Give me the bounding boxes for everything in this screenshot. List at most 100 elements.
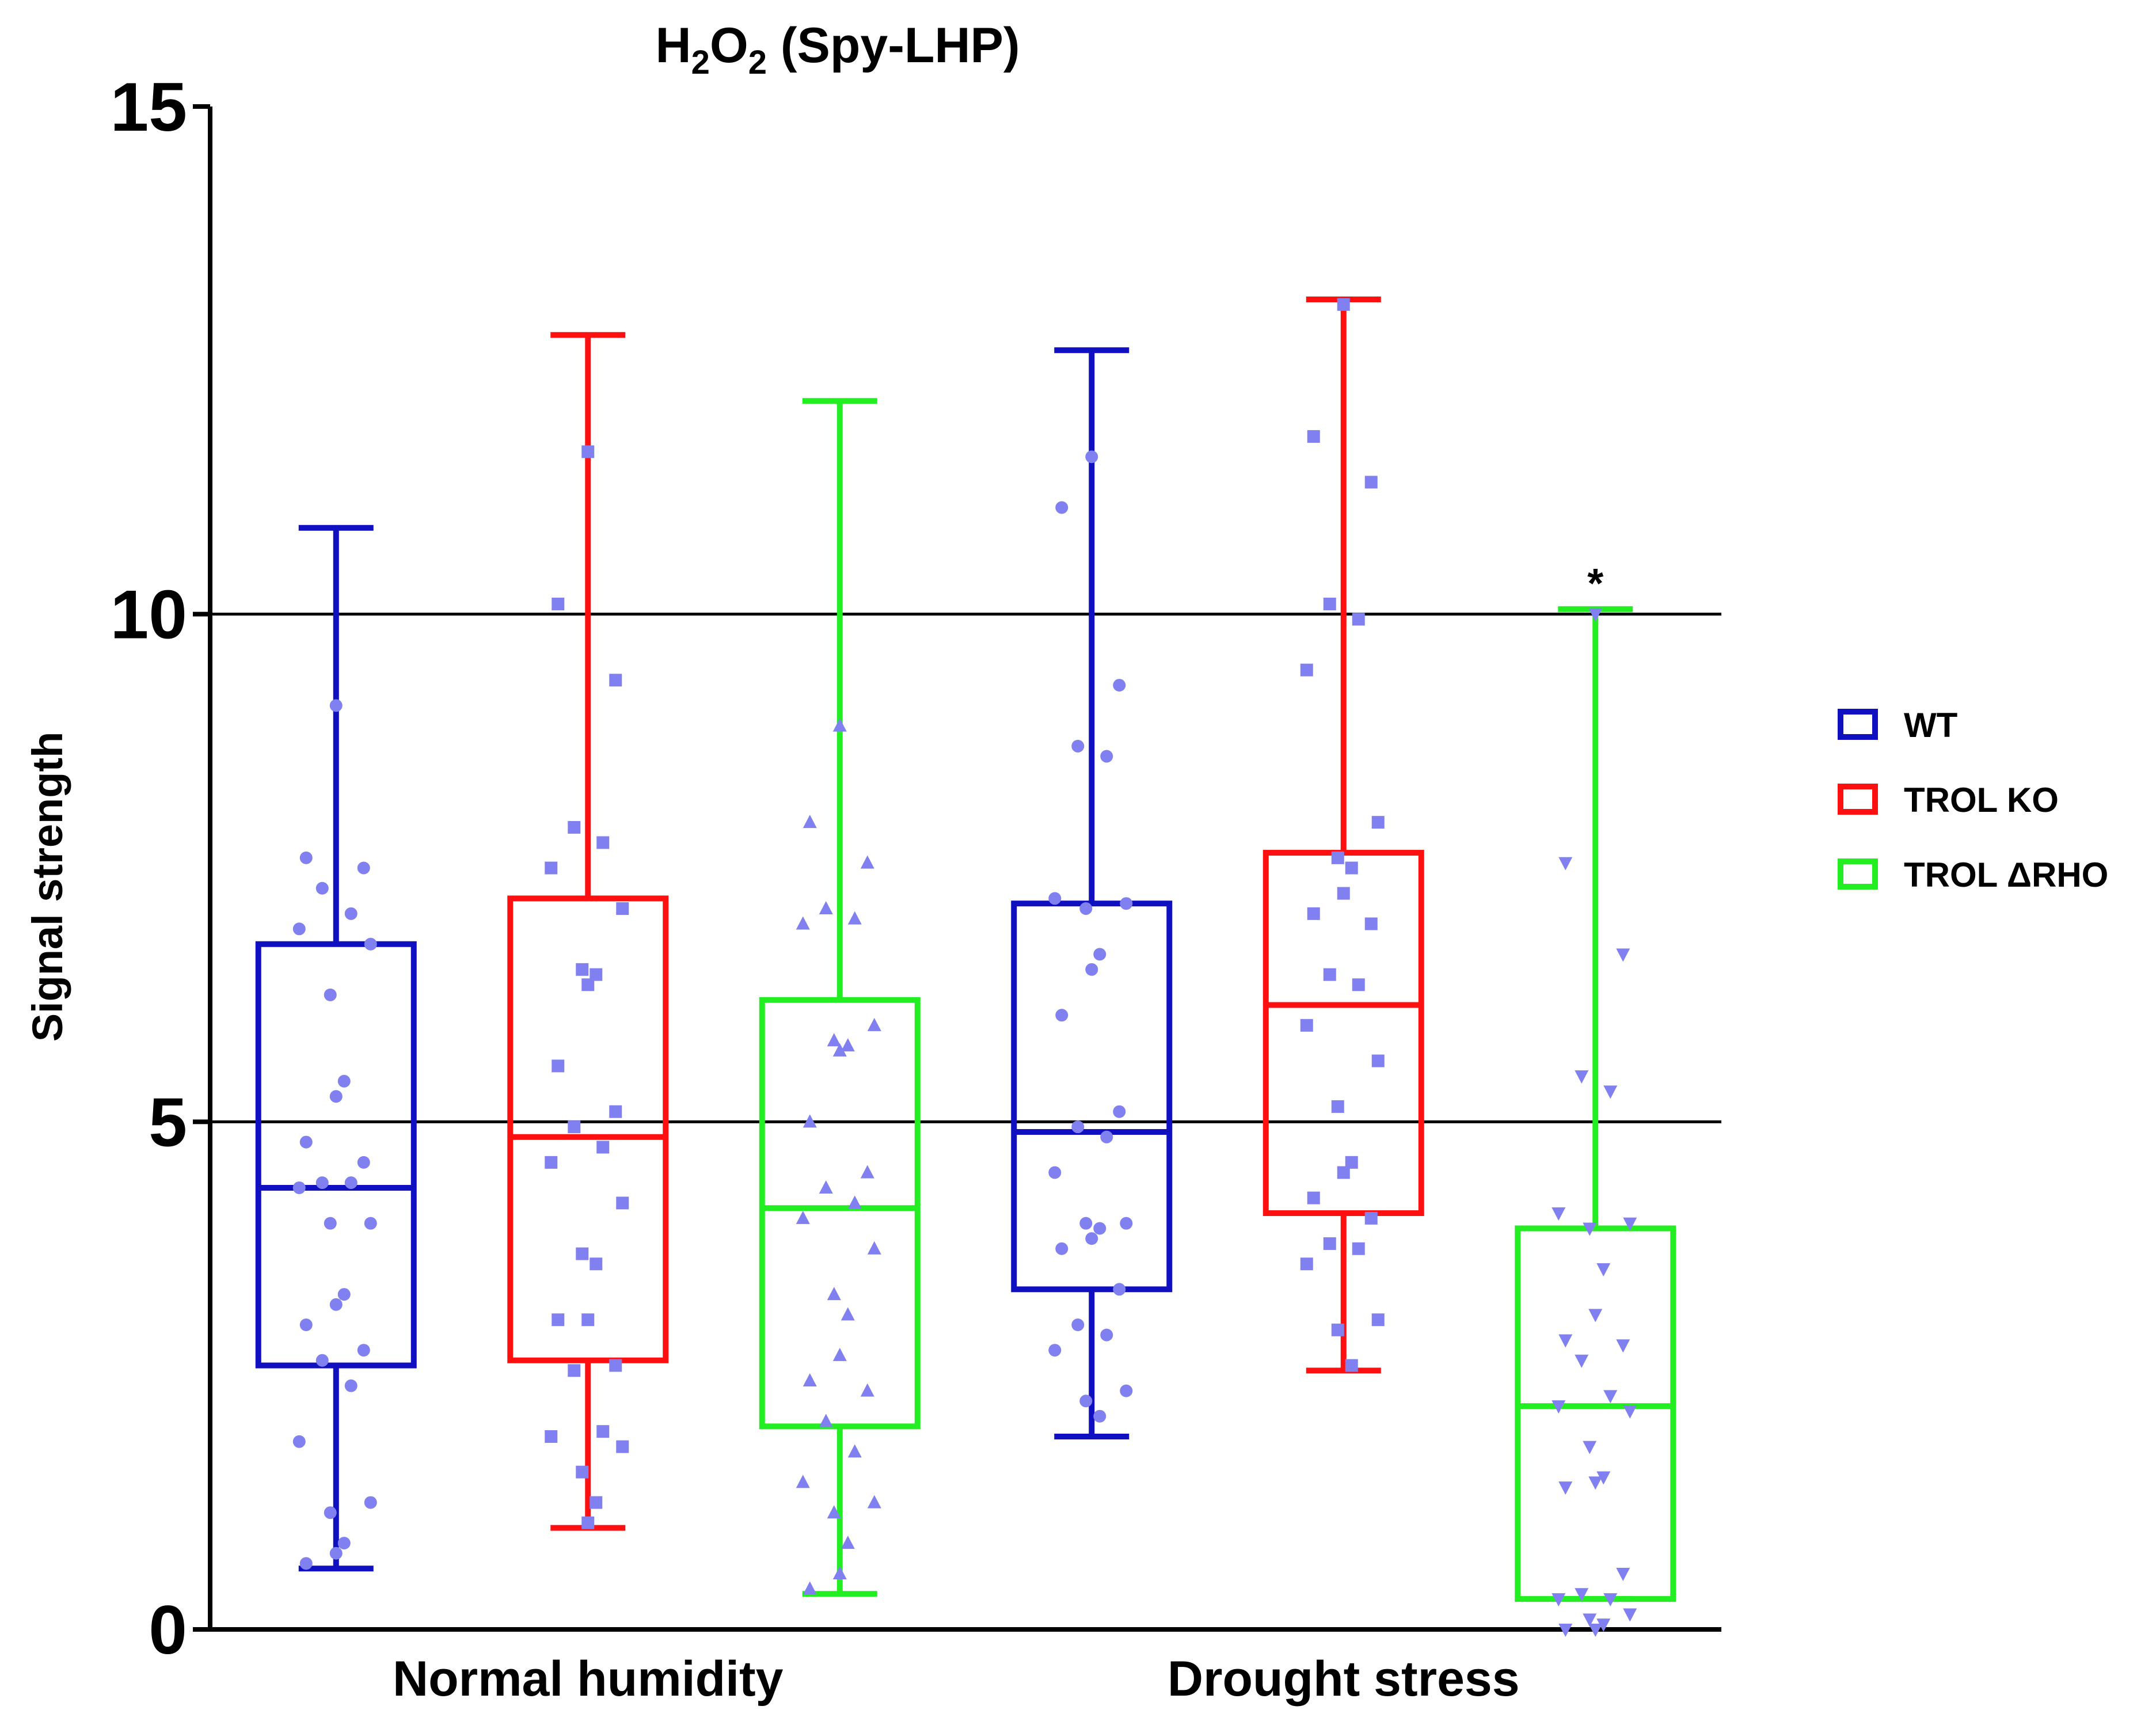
data-point <box>1093 948 1106 961</box>
data-point <box>292 922 306 936</box>
data-point <box>1120 897 1133 910</box>
data-point <box>1371 1054 1385 1067</box>
data-point <box>1352 978 1365 991</box>
data-point <box>1616 1339 1630 1353</box>
iqr-box <box>255 941 417 1369</box>
legend-label-0: WT <box>1904 706 1957 744</box>
data-point <box>1558 1624 1573 1637</box>
x-category-label: Drought stress <box>1168 1651 1520 1707</box>
data-point <box>1100 1130 1113 1143</box>
data-point <box>819 1414 833 1427</box>
data-point <box>1352 613 1365 626</box>
points-0 <box>292 699 377 1570</box>
data-point <box>329 699 343 712</box>
data-point <box>1331 1100 1344 1113</box>
data-point <box>1055 1009 1069 1022</box>
data-point <box>299 851 313 864</box>
data-point <box>860 1165 874 1179</box>
data-point <box>796 916 810 930</box>
points-1 <box>545 445 629 1529</box>
legend: WT TROL KO TROL ΔRHO <box>1838 706 2108 894</box>
data-point <box>1588 1476 1603 1490</box>
y-tick-label: 0 <box>149 1591 187 1669</box>
data-point <box>576 1465 589 1479</box>
data-point <box>299 1319 313 1331</box>
data-point <box>1364 917 1378 930</box>
data-point <box>1120 1384 1133 1397</box>
data-point <box>1323 968 1336 981</box>
data-point <box>545 1156 558 1169</box>
title-sub-2: 2 <box>748 44 767 81</box>
data-point <box>1371 1313 1385 1327</box>
legend-swatch-1 <box>1838 784 1878 815</box>
data-point <box>576 963 589 976</box>
data-point <box>1113 679 1126 692</box>
data-point <box>552 1059 565 1073</box>
box-2 <box>759 398 921 1597</box>
legend-label-2: TROL ΔRHO <box>1904 856 2108 894</box>
y-tick-label: 5 <box>149 1084 187 1161</box>
box-0 <box>255 525 417 1572</box>
y-tick-label: 15 <box>111 69 187 146</box>
data-point <box>1596 1471 1611 1485</box>
data-point <box>1093 1222 1106 1235</box>
data-point <box>847 1195 862 1209</box>
data-point <box>337 1537 351 1550</box>
data-point <box>832 718 847 732</box>
data-point <box>1588 1624 1603 1637</box>
data-point <box>1071 1120 1085 1134</box>
annotations: * <box>1587 561 1603 607</box>
legend-swatch-2 <box>1838 858 1878 890</box>
data-point <box>552 598 565 611</box>
data-point <box>1307 1191 1320 1205</box>
data-point <box>344 1379 358 1392</box>
data-point <box>803 1373 817 1386</box>
data-point <box>581 1313 595 1327</box>
data-point <box>552 1313 565 1327</box>
data-point <box>1603 1593 1618 1607</box>
data-point <box>1552 1593 1566 1607</box>
data-point <box>827 1287 841 1301</box>
data-point <box>1575 1354 1589 1368</box>
data-point <box>1616 1568 1630 1582</box>
data-point <box>1085 1232 1098 1245</box>
data-point <box>596 1425 610 1438</box>
legend-swatch-0 <box>1838 709 1878 740</box>
data-point <box>1079 902 1093 915</box>
data-point <box>803 815 817 829</box>
data-point <box>832 1043 847 1057</box>
data-point <box>292 1435 306 1448</box>
data-point <box>841 1307 855 1321</box>
y-tick-labels: 0 5 10 15 <box>111 69 187 1669</box>
data-point <box>1120 1217 1133 1230</box>
data-point <box>1323 1237 1336 1250</box>
data-point <box>803 1114 817 1128</box>
data-point <box>1331 851 1344 864</box>
iqr-box <box>1011 901 1173 1293</box>
data-point <box>590 968 603 981</box>
data-point <box>847 1444 862 1458</box>
data-point <box>344 1176 358 1190</box>
data-point <box>1085 450 1098 463</box>
data-point <box>1603 1085 1618 1099</box>
data-point <box>329 1547 343 1560</box>
data-point <box>329 1298 343 1311</box>
box-3 <box>1011 347 1173 1439</box>
data-point <box>545 1430 558 1443</box>
data-point <box>545 861 558 875</box>
data-point <box>1623 1217 1637 1231</box>
data-point <box>1364 1211 1378 1225</box>
data-point <box>1337 298 1350 311</box>
data-point <box>357 1156 370 1169</box>
data-point <box>867 1241 881 1255</box>
data-point <box>337 1074 351 1088</box>
data-point <box>1300 1019 1313 1032</box>
data-point <box>616 1440 629 1453</box>
data-point <box>337 1288 351 1301</box>
gridlines <box>210 613 1721 1123</box>
iqr-box <box>1263 850 1424 1217</box>
data-point <box>1558 1334 1573 1348</box>
data-point <box>1583 1222 1597 1236</box>
points-4 <box>1300 298 1385 1372</box>
y-axis-label: Signal strength <box>24 732 71 1042</box>
